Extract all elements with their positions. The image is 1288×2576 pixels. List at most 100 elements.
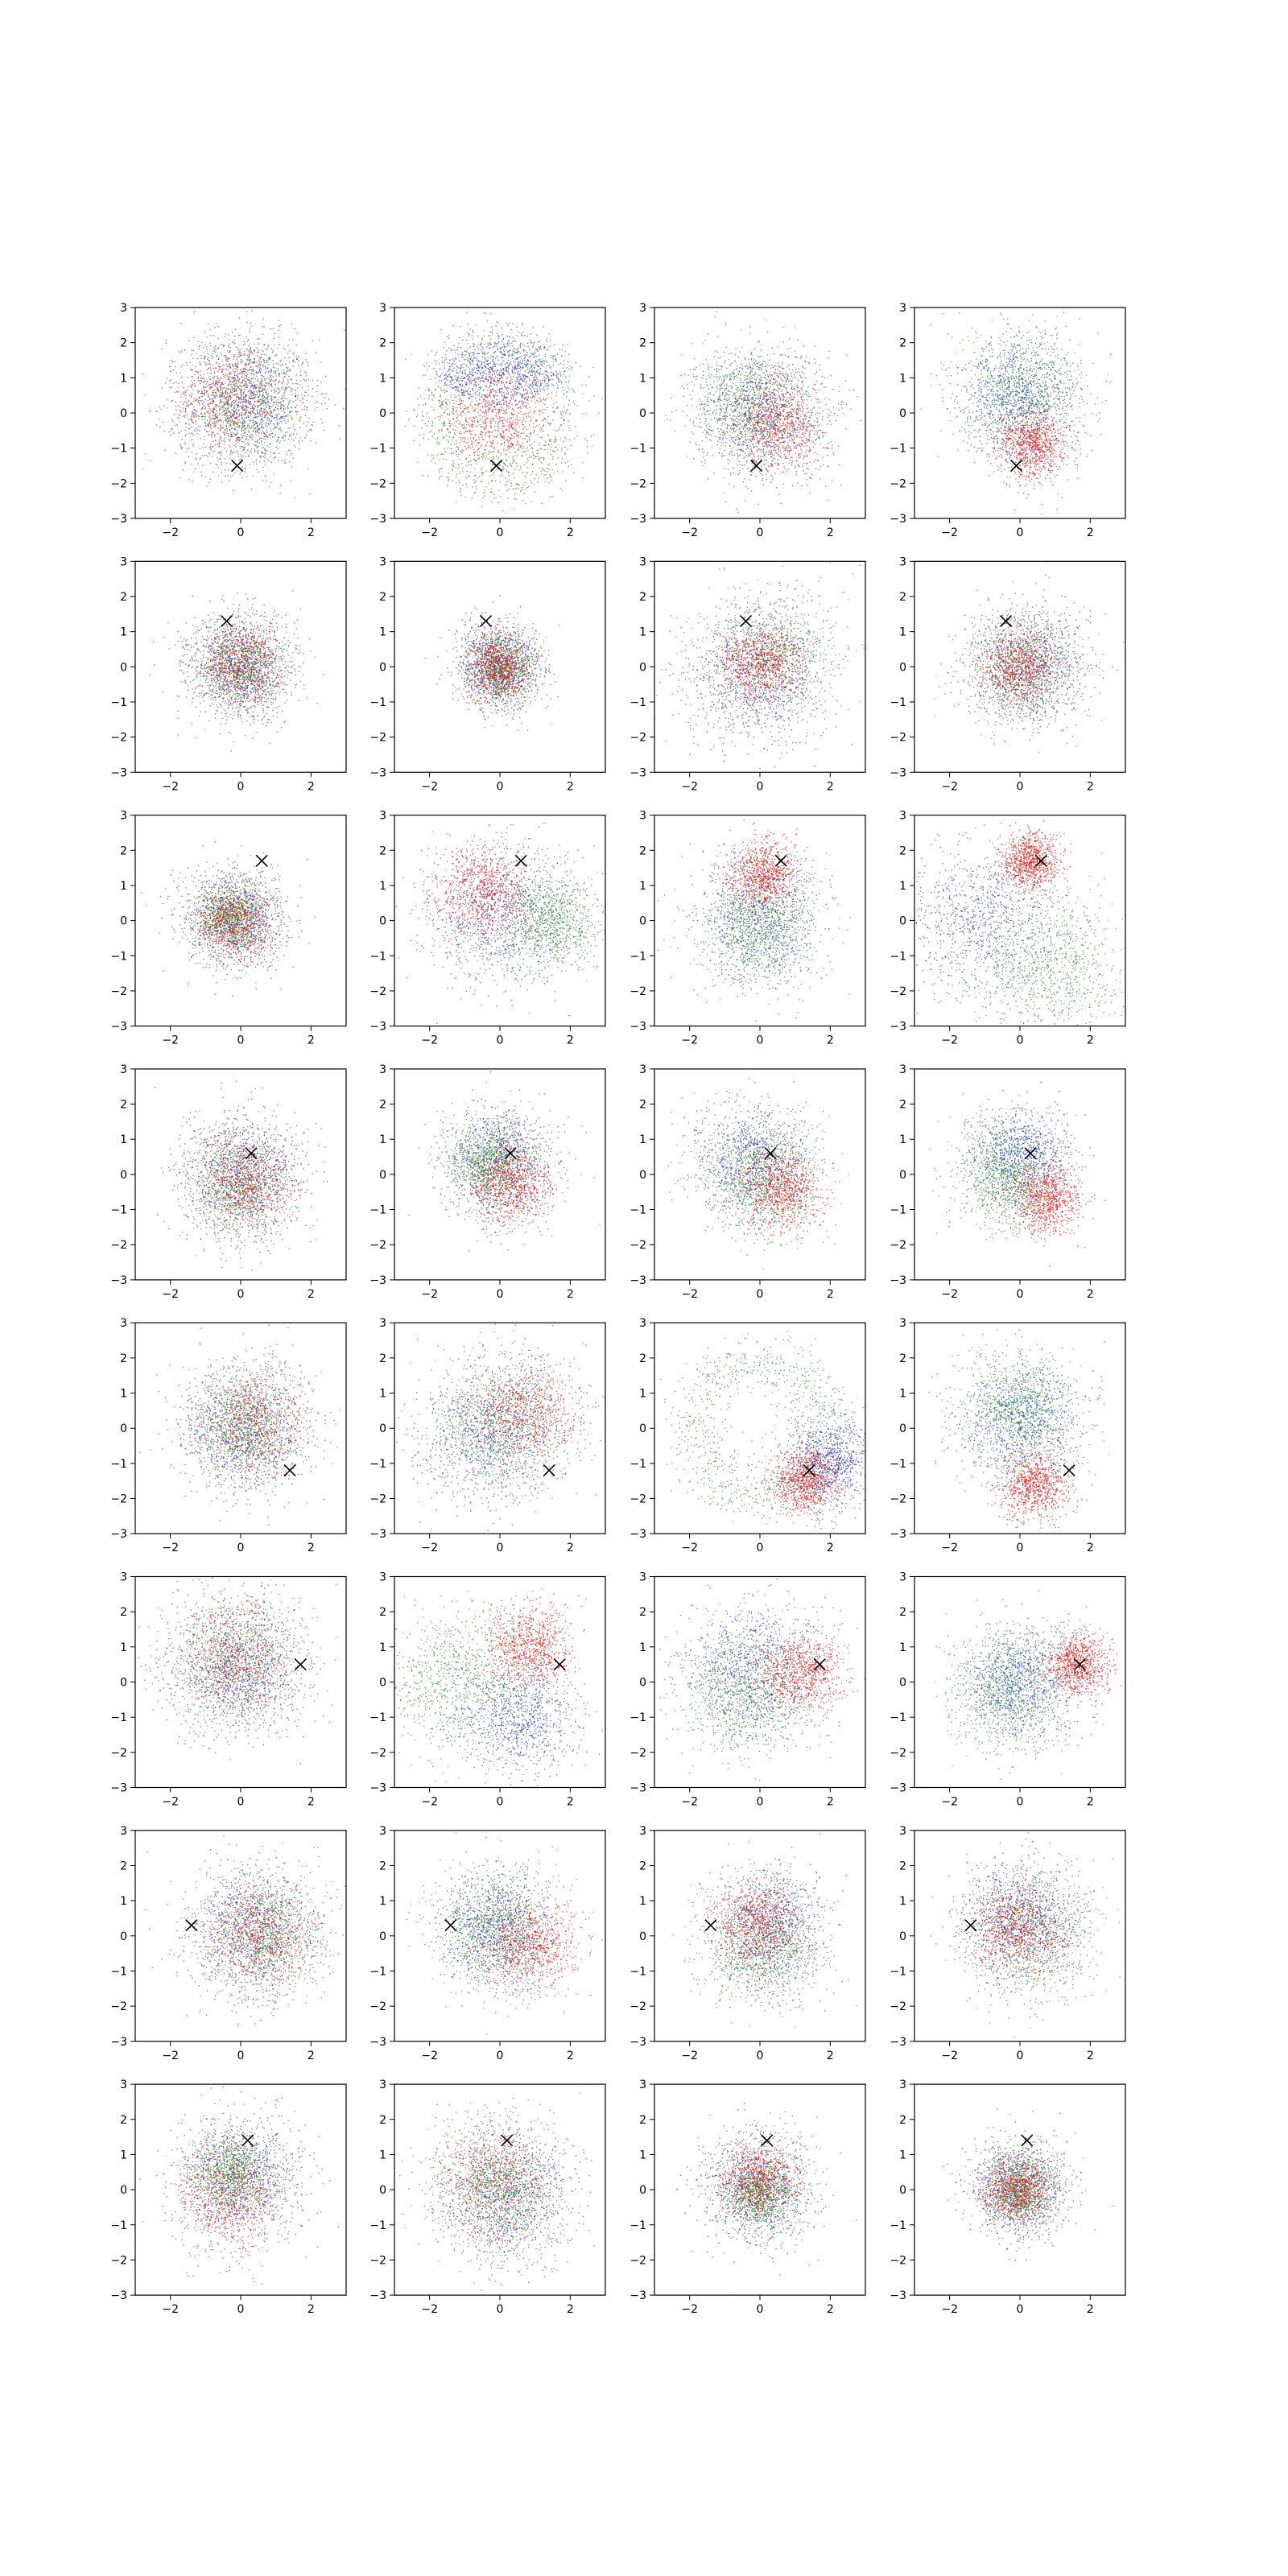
- scatter-point: [544, 470, 545, 471]
- scatter-point: [262, 385, 263, 386]
- scatter-point: [261, 369, 262, 370]
- scatter-point: [543, 469, 544, 470]
- scatter-point: [446, 350, 447, 351]
- scatter-point: [537, 378, 538, 379]
- scatter-point: [515, 358, 516, 359]
- scatter-point: [223, 393, 224, 394]
- scatter-point: [550, 450, 551, 451]
- scatter-point: [259, 391, 260, 392]
- scatter-point: [209, 417, 210, 418]
- scatter-point: [469, 455, 470, 456]
- scatter-point: [269, 359, 270, 360]
- scatter-point: [284, 357, 285, 358]
- scatter-point: [465, 421, 466, 422]
- scatter-point: [227, 378, 228, 379]
- scatter-point: [457, 419, 458, 420]
- scatter-point: [564, 437, 565, 438]
- scatter-point: [470, 431, 471, 432]
- scatter-point: [525, 370, 526, 371]
- scatter-point: [251, 395, 252, 396]
- scatter-point: [511, 398, 512, 399]
- scatter-point: [292, 411, 293, 412]
- scatter-point: [498, 341, 499, 342]
- scatter-point: [302, 440, 303, 441]
- scatter-point: [195, 371, 196, 372]
- scatter-point: [538, 478, 539, 479]
- scatter-point: [544, 404, 545, 405]
- scatter-point: [472, 380, 473, 381]
- scatter-point: [219, 394, 220, 395]
- scatter-point: [553, 373, 554, 374]
- scatter-point: [439, 380, 440, 381]
- scatter-point: [267, 368, 268, 369]
- scatter-point: [447, 405, 448, 406]
- scatter-point: [264, 449, 265, 450]
- scatter-point: [169, 431, 170, 432]
- scatter-point: [290, 428, 291, 429]
- scatter-point: [233, 445, 234, 446]
- scatter-point: [558, 430, 559, 431]
- scatter-point: [411, 353, 412, 354]
- x-tick-label: 0: [237, 526, 245, 539]
- scatter-point: [474, 455, 475, 456]
- scatter-point: [445, 459, 446, 460]
- scatter-point: [264, 389, 265, 390]
- scatter-point: [474, 384, 475, 385]
- scatter-point: [471, 444, 472, 445]
- scatter-point: [512, 353, 513, 354]
- scatter-point: [303, 294, 304, 295]
- scatter-point: [258, 396, 259, 397]
- scatter-point: [437, 437, 438, 438]
- scatter-point: [557, 471, 558, 472]
- scatter-point: [452, 406, 453, 407]
- scatter-point: [285, 364, 286, 365]
- scatter-point: [533, 388, 534, 389]
- scatter-point: [520, 376, 521, 377]
- scatter-point: [306, 425, 307, 426]
- scatter-point: [244, 468, 245, 469]
- scatter-point: [504, 445, 505, 446]
- scatter-point: [210, 402, 211, 403]
- scatter-point: [533, 344, 534, 345]
- scatter-point: [235, 417, 236, 418]
- scatter-point: [465, 369, 466, 370]
- scatter-point: [226, 420, 227, 421]
- scatter-point: [261, 354, 262, 355]
- scatter-point: [528, 415, 529, 416]
- scatter-point: [511, 343, 512, 344]
- scatter-point: [304, 380, 305, 381]
- scatter-point: [230, 367, 231, 368]
- scatter-point: [542, 468, 543, 469]
- scatter-point: [210, 446, 211, 447]
- scatter-point: [459, 384, 460, 385]
- scatter-point: [561, 417, 562, 418]
- scatter-point: [321, 403, 322, 404]
- scatter-point: [481, 431, 482, 432]
- scatter-point: [236, 381, 237, 382]
- scatter-point: [253, 425, 254, 426]
- scatter-point: [264, 436, 265, 437]
- scatter-point: [522, 429, 523, 430]
- scatter-point: [237, 363, 238, 364]
- scatter-point: [226, 432, 227, 433]
- scatter-point: [233, 414, 234, 415]
- scatter-point: [264, 380, 265, 381]
- scatter-point: [520, 345, 521, 346]
- scatter-point: [447, 391, 448, 392]
- scatter-point: [259, 357, 260, 358]
- scatter-point: [554, 430, 555, 431]
- scatter-point: [253, 409, 254, 410]
- scatter-point: [509, 350, 510, 351]
- scatter-point: [478, 436, 479, 437]
- scatter-point: [557, 407, 558, 408]
- scatter-point: [316, 391, 317, 392]
- scatter-point: [453, 360, 454, 361]
- scatter-point: [312, 388, 313, 389]
- scatter-point: [530, 434, 531, 435]
- scatter-point: [266, 450, 267, 451]
- scatter-point: [240, 459, 241, 460]
- scatter-point: [488, 373, 489, 374]
- scatter-point: [566, 391, 567, 392]
- scatter-point: [531, 456, 532, 457]
- scatter-point: [263, 376, 264, 377]
